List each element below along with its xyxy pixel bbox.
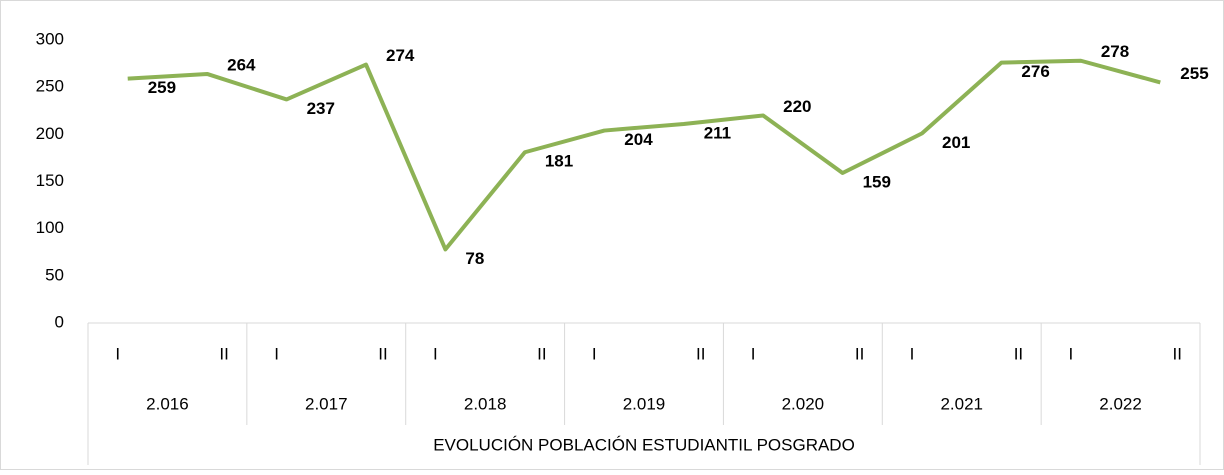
data-label: 264 xyxy=(227,55,256,74)
data-label: 204 xyxy=(624,130,653,149)
group-label: 2.020 xyxy=(782,394,825,413)
data-label: 201 xyxy=(942,133,970,152)
y-tick-label: 300 xyxy=(36,29,64,48)
data-label: 276 xyxy=(1021,62,1049,81)
x-tick-label: II xyxy=(537,344,546,363)
y-tick-label: 200 xyxy=(36,124,64,143)
data-line xyxy=(127,58,1161,252)
x-tick-label: II xyxy=(855,344,864,363)
group-label: 2.016 xyxy=(146,394,189,413)
x-tick-label: I xyxy=(751,344,756,363)
data-label: 255 xyxy=(1180,64,1208,83)
x-tick-label: II xyxy=(1014,344,1023,363)
x-tick-label: I xyxy=(115,344,120,363)
x-tick-label: I xyxy=(910,344,915,363)
x-tick-label: I xyxy=(274,344,279,363)
group-label: 2.017 xyxy=(305,394,348,413)
x-tick-label: II xyxy=(696,344,705,363)
group-label: 2.021 xyxy=(940,394,983,413)
data-label: 259 xyxy=(148,78,176,97)
x-tick-label: I xyxy=(433,344,438,363)
x-tick-label: I xyxy=(592,344,597,363)
y-tick-label: 100 xyxy=(36,218,64,237)
group-label: 2.019 xyxy=(623,394,666,413)
data-label: 274 xyxy=(386,46,415,65)
data-label: 237 xyxy=(307,99,335,118)
data-label: 78 xyxy=(465,249,484,268)
data-label: 181 xyxy=(545,152,573,171)
y-tick-label: 50 xyxy=(45,265,64,284)
data-label: 159 xyxy=(863,172,891,191)
data-label: 278 xyxy=(1101,42,1129,61)
x-axis-label: EVOLUCIÓN POBLACIÓN ESTUDIANTIL POSGRADO xyxy=(433,435,855,454)
x-tick-label: II xyxy=(378,344,387,363)
y-tick-label: 250 xyxy=(36,77,64,96)
data-label: 211 xyxy=(704,123,731,142)
y-tick-label: 0 xyxy=(55,312,64,331)
group-label: 2.022 xyxy=(1099,394,1142,413)
data-label: 220 xyxy=(783,97,811,116)
x-tick-label: II xyxy=(219,344,228,363)
group-label: 2.018 xyxy=(464,394,507,413)
y-tick-label: 150 xyxy=(36,171,64,190)
x-tick-label: I xyxy=(1068,344,1073,363)
x-tick-label: II xyxy=(1173,344,1182,363)
